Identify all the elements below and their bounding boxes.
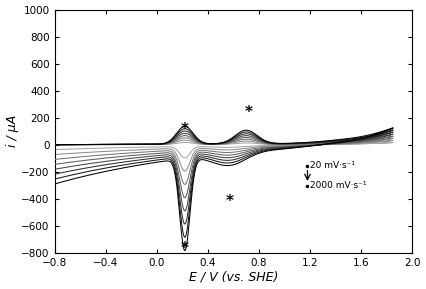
- X-axis label: E / V (vs. SHE): E / V (vs. SHE): [189, 271, 278, 284]
- Text: *: *: [245, 105, 253, 120]
- Text: *: *: [181, 241, 189, 256]
- Text: 20 mV·s⁻¹: 20 mV·s⁻¹: [310, 161, 355, 170]
- Y-axis label: i / μA: i / μA: [6, 115, 19, 147]
- Text: *: *: [181, 122, 189, 137]
- Text: 2000 mV·s⁻¹: 2000 mV·s⁻¹: [310, 181, 366, 190]
- Text: *: *: [225, 194, 233, 209]
